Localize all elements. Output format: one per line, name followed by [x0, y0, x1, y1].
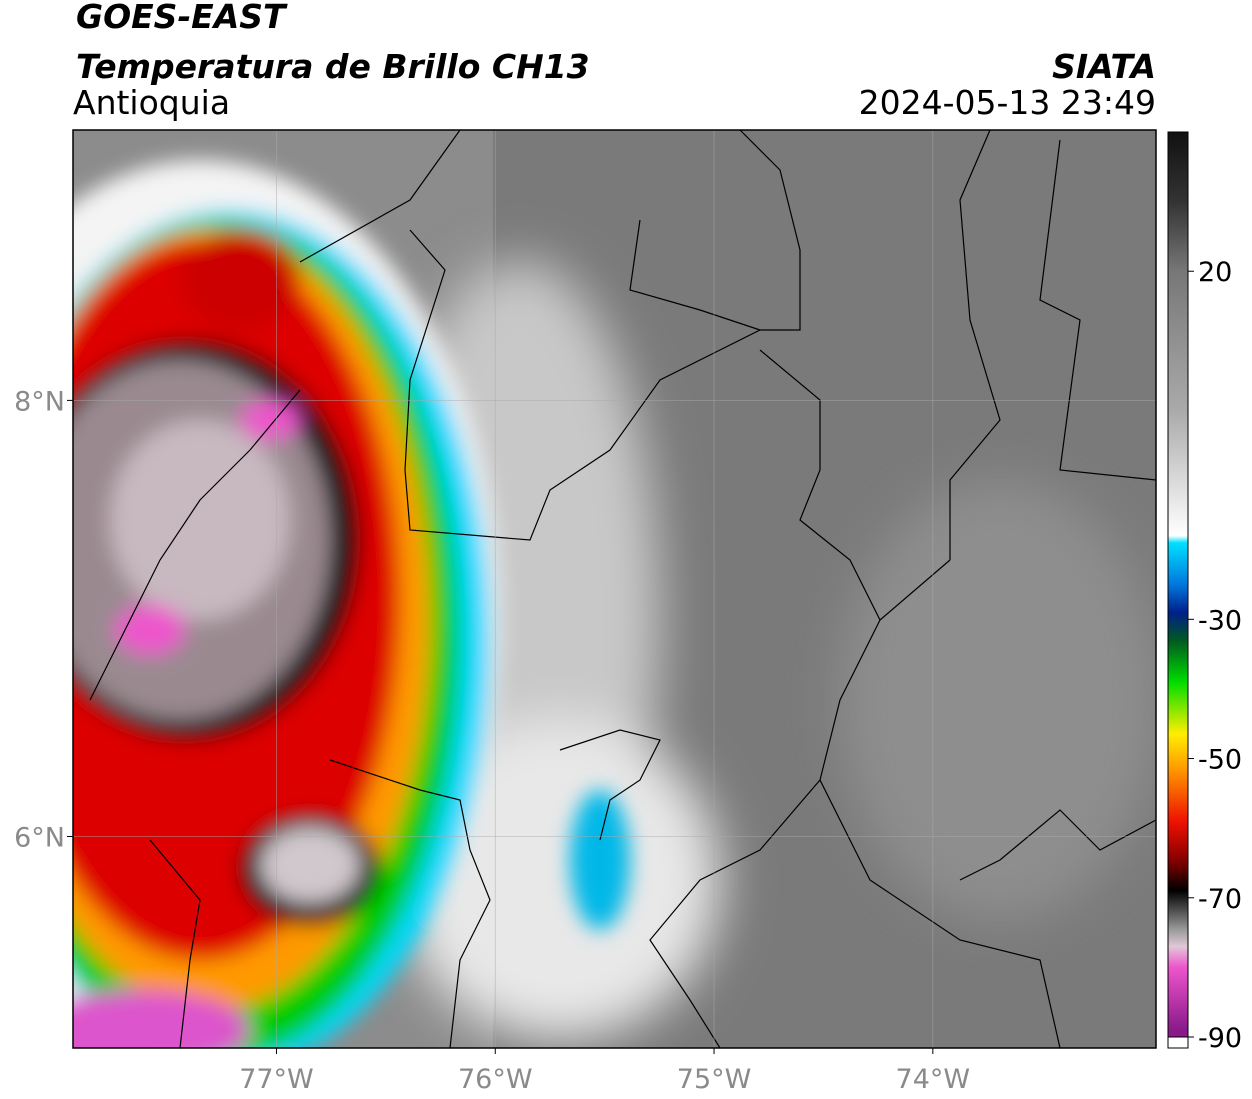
map-frame	[72, 129, 1157, 1049]
x-tick-label: 77°W	[239, 1064, 314, 1095]
header: GOES-EAST Temperatura de Brillo CH13 Ant…	[73, 0, 1156, 122]
colorbar-tick-label: -70	[1198, 884, 1242, 915]
y-tick-label: 6°N	[14, 822, 65, 853]
colorbar-tick-label: -50	[1198, 745, 1242, 776]
colorbar-tick-label: -30	[1198, 605, 1242, 636]
colorbar-frame	[1167, 131, 1189, 1049]
datetime-title: 2024-05-13 23:49	[859, 83, 1156, 122]
product-title: Temperatura de Brillo CH13	[76, 47, 590, 86]
colorbar: 20 -30 -50 -70 -90	[1167, 131, 1242, 1054]
source-title: SIATA	[1052, 47, 1156, 86]
x-tick-label: 74°W	[896, 1064, 971, 1095]
x-tick-label: 75°W	[677, 1064, 752, 1095]
region-title: Antioquia	[73, 83, 230, 122]
satellite-title: GOES-EAST	[76, 0, 288, 36]
colorbar-ramp	[1168, 132, 1188, 1037]
graticule: 77°W 76°W 75°W 74°W 6°N 8°N	[14, 130, 1156, 1095]
colorbar-tick-label: 20	[1198, 257, 1232, 288]
boundaries	[89, 130, 1156, 1048]
colorbar-tick-label: -90	[1198, 1023, 1242, 1054]
colorbar-under	[1167, 1036, 1189, 1049]
satellite-image	[73, 130, 1156, 1048]
x-tick-label: 76°W	[458, 1064, 533, 1095]
y-tick-label: 8°N	[14, 386, 65, 417]
